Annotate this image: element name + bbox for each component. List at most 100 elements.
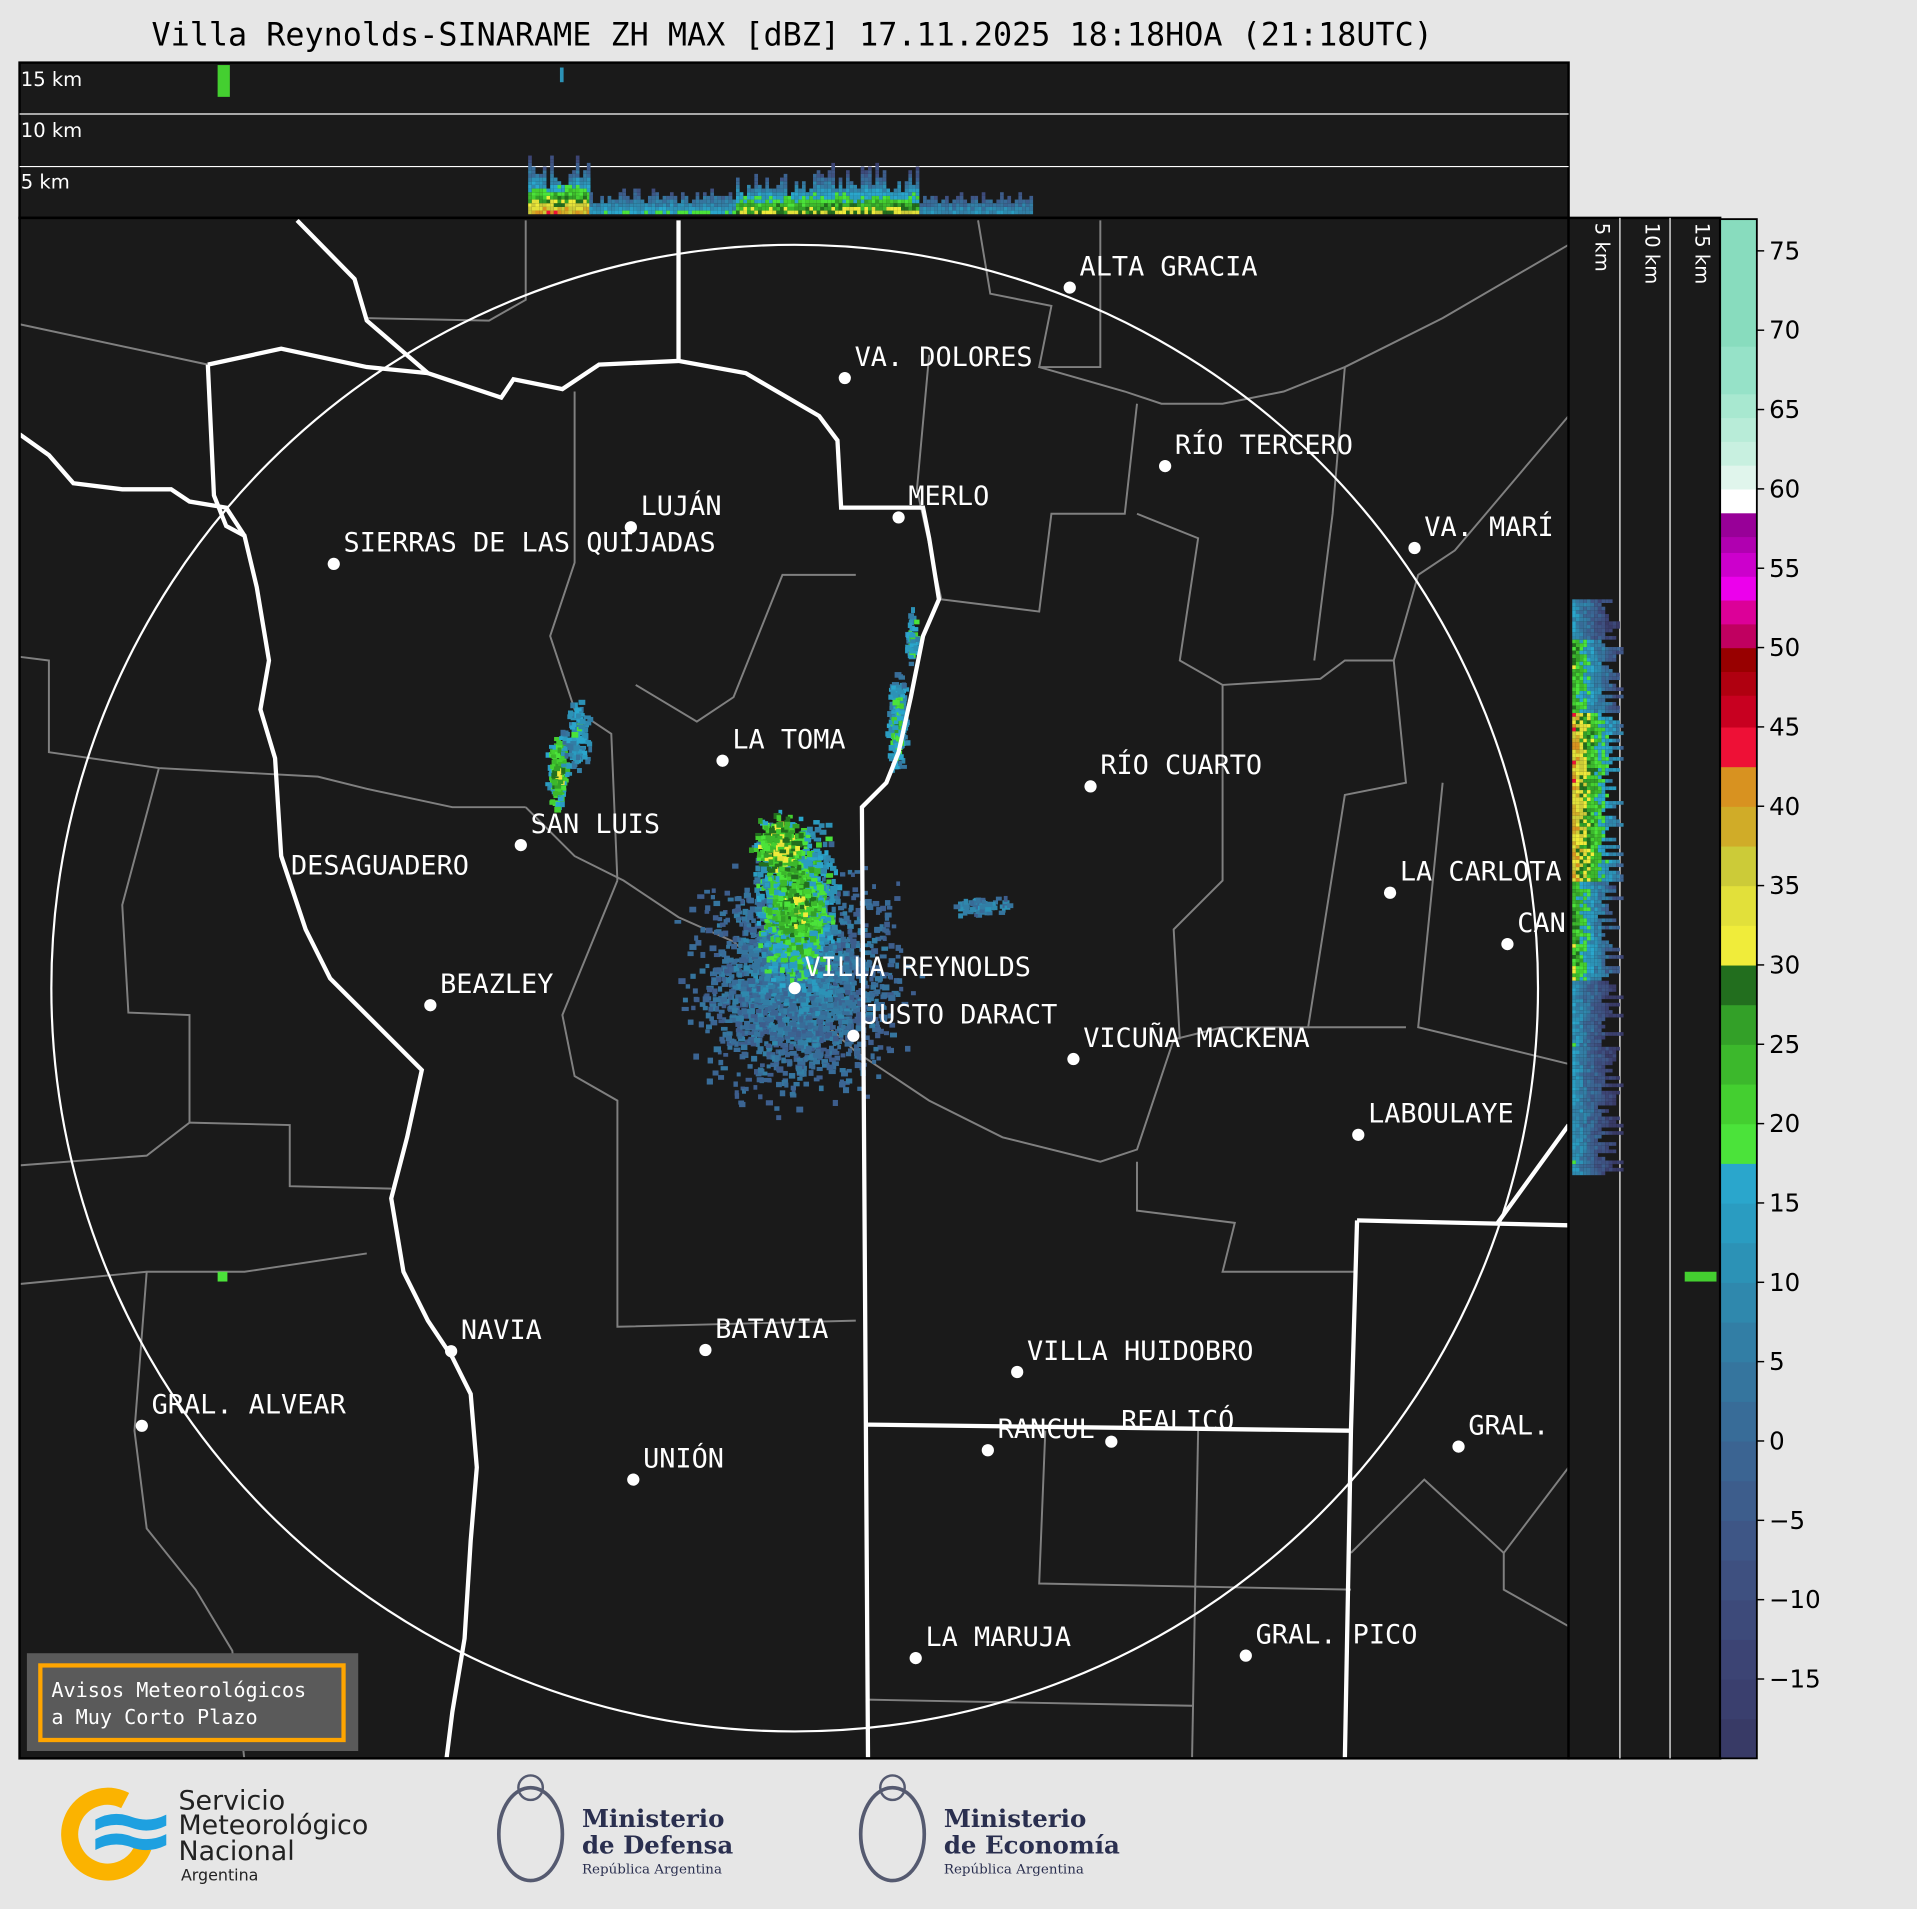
- echo-pixel: [821, 1063, 828, 1068]
- echo-pixel: [564, 203, 569, 207]
- echo-pixel: [780, 210, 784, 215]
- echo-pixel: [841, 938, 848, 945]
- echo-pixel: [930, 203, 935, 207]
- echo-pixel: [849, 951, 854, 958]
- echo-pixel: [528, 162, 532, 167]
- echo-pixel: [744, 987, 752, 992]
- echo-pixel: [813, 199, 817, 204]
- echo-pixel: [658, 199, 663, 204]
- echo-pixel: [783, 173, 788, 178]
- echo-pixel: [830, 895, 839, 901]
- echo-pixel: [798, 199, 803, 204]
- echo-pixel: [878, 1002, 885, 1007]
- echo-pixel: [773, 954, 778, 958]
- echo-pixel: [756, 920, 762, 926]
- echo-pixel: [820, 959, 827, 965]
- echo-pixel: [751, 1055, 758, 1062]
- echo-pixel: [816, 203, 821, 207]
- echo-pixel: [732, 863, 739, 869]
- echo-pixel: [807, 1055, 815, 1060]
- echo-pixel: [805, 956, 811, 961]
- echo-pixel: [857, 1000, 864, 1007]
- echo-pixel: [789, 1043, 794, 1050]
- echo-pixel: [725, 1019, 733, 1023]
- echo-pixel: [780, 203, 784, 207]
- echo-pixel: [600, 203, 604, 207]
- echo-pixel: [797, 1061, 804, 1068]
- echo-pixel: [847, 869, 853, 875]
- echo-pixel: [868, 170, 872, 174]
- echo-pixel: [647, 203, 652, 207]
- echo-pixel: [798, 206, 803, 211]
- echo-pixel: [721, 1003, 727, 1009]
- echo-pixel: [1018, 195, 1023, 200]
- echo-pixel: [780, 1042, 787, 1048]
- echo-pixel: [879, 984, 885, 990]
- echo-pixel: [783, 177, 788, 182]
- echo-pixel: [758, 1094, 763, 1100]
- echo-pixel: [669, 203, 674, 207]
- echo-pixel: [908, 188, 913, 193]
- echo-pixel: [855, 1025, 863, 1032]
- echo-pixel: [550, 155, 554, 160]
- echo-pixel: [553, 203, 558, 207]
- echo-pixel: [874, 989, 881, 995]
- echo-pixel: [735, 994, 743, 1000]
- echo-pixel: [870, 981, 876, 986]
- echo-pixel: [768, 965, 776, 972]
- echo-pixel: [633, 199, 637, 204]
- echo-pixel: [669, 210, 674, 215]
- echo-pixel: [874, 927, 881, 933]
- echo-pixel: [809, 996, 814, 1001]
- echo-pixel: [896, 881, 901, 886]
- echo-pixel: [826, 951, 833, 956]
- echo-pixel: [857, 1016, 864, 1022]
- echo-pixel: [872, 1059, 877, 1064]
- echo-pixel: [722, 996, 727, 1002]
- echo-pixel: [767, 1019, 774, 1025]
- echo-pixel: [730, 1039, 737, 1045]
- echo-pixel: [760, 993, 765, 999]
- echo-pixel: [550, 199, 554, 204]
- echo-pixel: [926, 199, 931, 204]
- echo-pixel: [837, 1044, 842, 1050]
- echo-pixel: [804, 990, 812, 997]
- echo-pixel: [789, 926, 795, 933]
- echo-pixel: [724, 195, 729, 200]
- echo-pixel: [835, 1012, 843, 1017]
- echo-pixel: [882, 210, 887, 215]
- echo-pixel: [841, 1070, 848, 1077]
- echo-pixel: [915, 206, 920, 211]
- echo-pixel: [735, 192, 740, 196]
- echo-pixel: [985, 210, 990, 215]
- echo-pixel: [882, 177, 887, 182]
- echo-pixel: [817, 855, 824, 861]
- echo-pixel: [749, 945, 754, 950]
- department-border: [1222, 660, 1408, 1029]
- echo-pixel: [644, 210, 648, 215]
- echo-pixel: [816, 842, 822, 848]
- echo-pixel: [753, 1027, 759, 1034]
- echo-pixel: [761, 948, 768, 955]
- echo-pixel: [882, 188, 887, 193]
- echo-pixel: [875, 936, 882, 942]
- echo-pixel: [875, 192, 880, 196]
- echo-pixel: [557, 188, 562, 193]
- echo-pixel: [794, 210, 799, 215]
- echo-pixel: [669, 199, 674, 204]
- echo-pixel: [838, 181, 843, 185]
- echo-pixel: [647, 206, 652, 211]
- echo-pixel: [779, 1090, 786, 1097]
- echo-pixel: [579, 203, 584, 207]
- echo-pixel: [754, 1003, 762, 1009]
- echo-pixel: [912, 206, 916, 211]
- echo-pixel: [853, 1007, 861, 1014]
- echo-pixel: [769, 195, 773, 200]
- echo-pixel: [760, 924, 765, 931]
- echo-pixel: [740, 1086, 745, 1091]
- echo-pixel: [848, 961, 853, 966]
- echo-pixel: [843, 984, 851, 990]
- echo-pixel: [802, 192, 806, 196]
- echo-pixel: [908, 184, 913, 189]
- echo-pixel: [611, 203, 615, 207]
